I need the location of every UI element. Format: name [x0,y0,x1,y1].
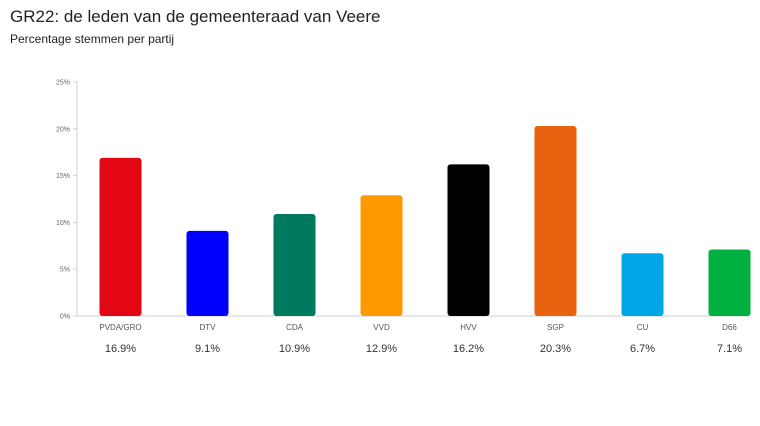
category-label: CU [637,323,649,332]
value-label: 12.9% [366,343,397,355]
value-labels: 16.9% 9.1% 10.9% 12.9% 16.2% 20.3% 6.7% 7.1% [105,343,742,355]
category-label: D66 [722,323,737,332]
value-label: 16.2% [453,343,484,355]
category-labels: PVDA/GRO DTV CDA VVD HVV SGP CU D66 [99,323,737,332]
category-label: CDA [286,323,304,332]
chart-title: GR22: de leden van de gemeenteraad van V… [10,7,381,26]
value-label: 10.9% [279,343,310,355]
bar-d66 [708,249,751,316]
bar-hvv [447,164,490,316]
y-axis-ticks: 0% 5% 10% 15% 20% 25% [56,80,77,321]
y-tick-label: 20% [56,126,70,133]
y-tick-label: 5% [60,267,70,274]
bar-cu [621,253,664,316]
value-label: 7.1% [717,343,742,355]
y-tick-label: 0% [60,314,70,321]
chart-subtitle: Percentage stemmen per partij [10,32,175,46]
value-label: 16.9% [105,343,136,355]
value-label: 6.7% [630,343,655,355]
bar-pvda-gro [99,157,142,316]
category-label: PVDA/GRO [99,323,141,332]
value-label: 20.3% [540,343,571,355]
bar-cda [273,213,316,316]
y-tick-label: 10% [56,220,70,227]
bars [99,125,751,316]
category-label: VVD [373,323,390,332]
category-label: HVV [460,323,477,332]
category-label: SGP [547,323,564,332]
y-tick-label: 25% [56,80,70,87]
bar-sgp [534,125,577,316]
y-tick-label: 15% [56,173,70,180]
category-label: DTV [200,323,217,332]
value-label: 9.1% [195,343,220,355]
bar-vvd [360,195,403,316]
bar-dtv [186,230,229,316]
